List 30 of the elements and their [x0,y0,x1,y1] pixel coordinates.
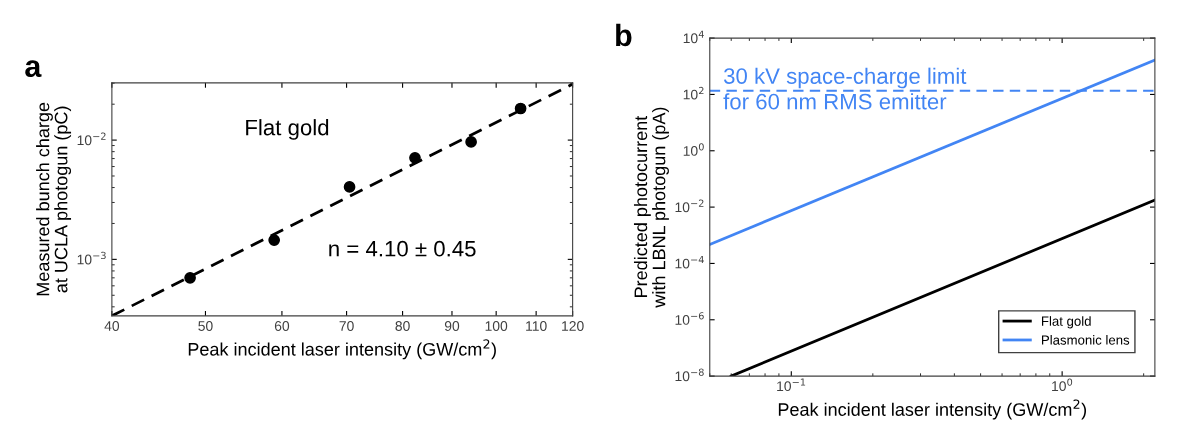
y-tick-label: 10$^{−4}$ [675,255,704,269]
ref-line-label: 30 kV space-charge limit for 60 nm RMS emitter [723,67,967,110]
annotation: Flat gold [246,119,329,140]
legend-label: Flat gold [1042,316,1091,329]
x-tick-label: 90 [444,321,460,331]
x-tick-label: 60 [274,321,290,331]
y-axis-title: Predicted photocurrent with LBNL photogun (pA) [633,107,669,308]
x-axis-title: Peak incident laser intensity (GW/cm$^{2}$) [778,399,1087,420]
legend-label: Plasmonic lens [1042,335,1130,345]
x-tick-label: 40 [104,321,120,331]
x-tick-label: 70 [339,321,354,331]
y-tick-label: 10$^{−8}$ [675,368,704,382]
y-axis-title: Measured bunch charge at UCLA photogun (pC) [36,102,72,296]
x-tick-label: 50 [198,321,213,331]
y-tick-label: 10$^{0}$ [683,143,704,156]
x-tick-label: 120 [562,321,584,331]
y-tick-label: 10$^{−2}$ [77,132,106,146]
x-tick-label: 10$^{−1}$ [777,378,806,392]
y-tick-label: 10$^{2}$ [683,86,704,100]
x-tick-label: 100 [485,321,508,331]
y-tick-label: 10$^{4}$ [683,30,704,44]
text: b [616,23,632,47]
x-tick-label: 80 [395,321,410,331]
x-tick-label: 110 [526,321,547,331]
text: a [25,60,42,78]
y-tick-label: 10$^{−6}$ [675,312,704,325]
annotation: n = 4.10 ± 0.45 [329,240,476,257]
y-tick-label: 10$^{−3}$ [77,251,106,265]
x-axis-title: Peak incident laser intensity (GW/cm$^{2}$) [188,339,496,360]
y-tick-label: 10$^{−2}$ [675,199,704,213]
